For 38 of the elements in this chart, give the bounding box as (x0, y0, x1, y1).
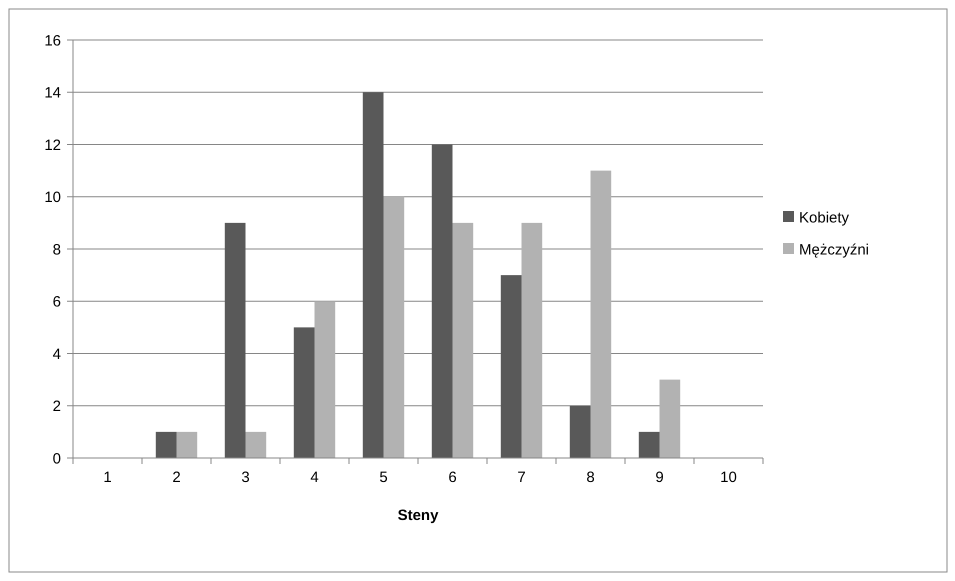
x-tick-label: 9 (655, 469, 664, 486)
bar (294, 327, 314, 458)
y-tick-label: 2 (52, 398, 61, 415)
bar (660, 380, 680, 458)
x-tick-label: 6 (448, 469, 457, 486)
bar (570, 406, 590, 458)
bar (362, 92, 384, 458)
bar (432, 144, 452, 458)
bar (156, 432, 176, 458)
x-tick-label: 3 (241, 469, 250, 486)
y-tick-label: 16 (44, 32, 61, 50)
bar (522, 222, 542, 458)
x-tick-label: 1 (103, 469, 112, 486)
y-tick-label: 0 (52, 450, 61, 468)
y-tick-label: 6 (52, 294, 61, 310)
y-tick-label: 10 (44, 189, 61, 206)
x-tick-label: 7 (517, 469, 526, 486)
x-tick-label: 2 (172, 469, 181, 486)
x-tick-label: 4 (310, 469, 319, 486)
y-tick-label: 12 (44, 136, 61, 154)
bar (590, 170, 612, 458)
x-axis-title: Steny (398, 507, 440, 524)
y-tick-label: 8 (52, 241, 61, 258)
x-tick-label: 5 (379, 469, 388, 486)
y-tick-label: 14 (44, 84, 61, 102)
bar (384, 196, 404, 458)
bar (500, 275, 522, 458)
bar (224, 222, 246, 458)
bar (314, 301, 336, 458)
legend-label: Mężczyźni (799, 241, 870, 258)
y-tick-label: 4 (52, 346, 61, 363)
bar (452, 222, 474, 458)
legend-label: Kobiety (799, 209, 850, 226)
bar (176, 432, 198, 458)
x-tick-label: 8 (586, 469, 595, 486)
x-tick-label: 10 (720, 469, 737, 486)
bar (638, 432, 660, 458)
bar (246, 432, 266, 458)
